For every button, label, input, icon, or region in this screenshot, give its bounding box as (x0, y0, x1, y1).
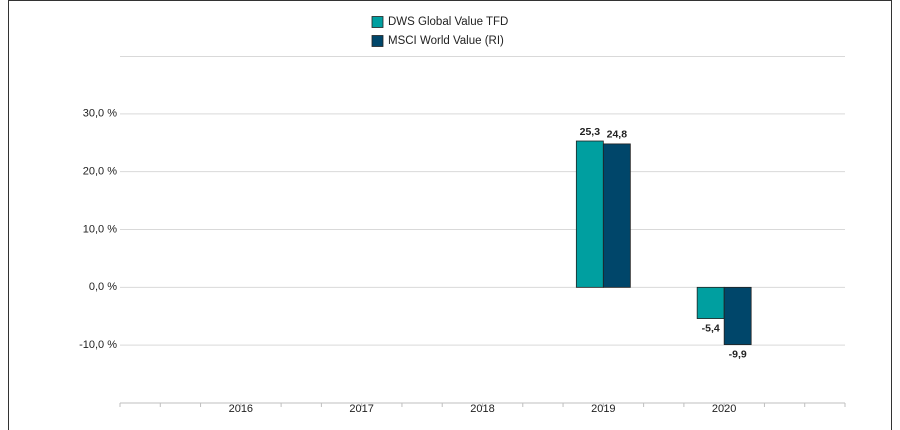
y-tick-label: 30,0 % (83, 108, 117, 120)
y-tick-label: -10,0 % (79, 339, 117, 351)
y-tick-label: 10,0 % (83, 223, 117, 235)
bar (696, 286, 725, 319)
x-tick-label: 2016 (229, 403, 253, 415)
legend-swatch (371, 16, 384, 28)
y-tick-label: 20,0 % (83, 166, 117, 178)
x-tick-label: 2017 (349, 403, 373, 415)
x-tick-label: 2020 (712, 403, 736, 415)
data-label: 25,3 (580, 126, 601, 138)
x-tick-label: 2019 (591, 403, 615, 415)
x-tick-label: 2018 (470, 403, 494, 415)
bar (575, 140, 604, 288)
data-label: -9,9 (729, 348, 747, 360)
legend-label: DWS Global Value TFD (388, 16, 508, 28)
legend-swatch (371, 35, 384, 47)
bar (602, 143, 631, 288)
chart-frame (8, 0, 892, 430)
y-tick-label: 0,0 % (89, 281, 117, 293)
data-label: -5,4 (702, 322, 720, 334)
legend-label: MSCI World Value (RI) (388, 35, 504, 47)
data-label: 24,8 (607, 129, 628, 141)
bar (723, 286, 752, 345)
